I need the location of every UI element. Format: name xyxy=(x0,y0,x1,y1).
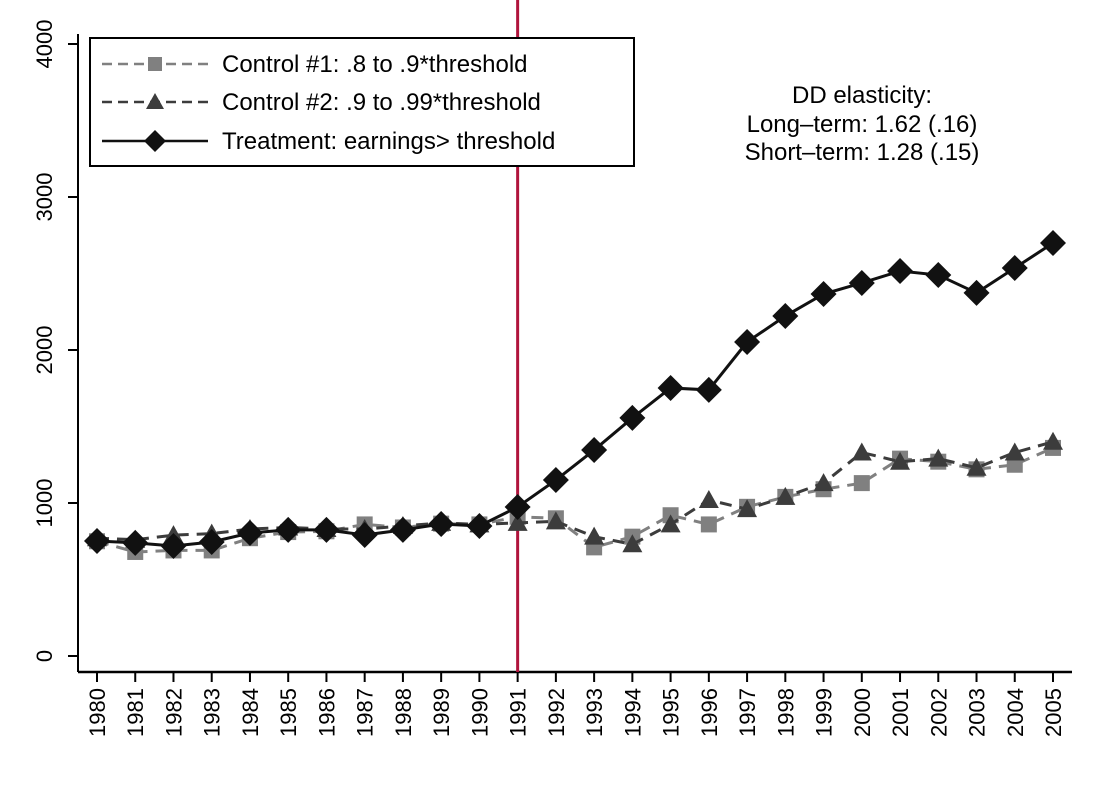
data-point-triangle xyxy=(1004,442,1025,461)
data-point-diamond xyxy=(1001,254,1028,281)
annotation-line-3: Short–term: 1.28 (.15) xyxy=(745,139,980,166)
data-point-diamond xyxy=(428,510,455,537)
data-point-triangle xyxy=(928,448,949,467)
x-tick-label: 2005 xyxy=(1041,688,1066,737)
x-tick-label: 1981 xyxy=(123,688,148,737)
data-point-square xyxy=(700,516,717,533)
x-tick-label: 2000 xyxy=(850,688,875,737)
data-point-triangle xyxy=(813,473,834,492)
x-tick-label: 1985 xyxy=(276,688,301,737)
legend-triangle-marker-icon xyxy=(146,93,164,109)
data-point-triangle xyxy=(775,486,796,505)
x-tick-label: 1983 xyxy=(200,688,225,737)
y-tick-label: 1000 xyxy=(32,479,57,528)
x-tick-label: 1986 xyxy=(314,688,339,737)
axes xyxy=(77,34,1072,674)
legend-label-control-2: Control #2: .9 to .99*threshold xyxy=(222,89,541,116)
data-point-diamond xyxy=(848,269,875,296)
data-point-diamond xyxy=(275,516,302,543)
data-point-diamond xyxy=(734,329,761,356)
x-tick-label: 1980 xyxy=(85,688,110,737)
x-ticks: 1980 1981 1982 1983 1984 1985 1986 1987 1988 1989… xyxy=(85,672,1066,737)
data-point-diamond xyxy=(925,262,952,289)
x-tick-label: 1990 xyxy=(467,688,492,737)
data-point-square xyxy=(853,475,870,492)
data-point-diamond xyxy=(887,258,914,285)
legend-diamond-marker-icon xyxy=(144,130,166,152)
legend: Control #1: .8 to .9*threshold Control #… xyxy=(89,37,635,167)
x-tick-label: 1997 xyxy=(735,688,760,737)
legend-box xyxy=(89,37,635,167)
y-tick-label: 4000 xyxy=(32,20,57,69)
data-point-diamond xyxy=(619,404,646,431)
data-point-diamond xyxy=(236,519,263,546)
x-tick-label: 1999 xyxy=(812,688,837,737)
x-tick-label: 1994 xyxy=(620,688,645,737)
series-3 xyxy=(84,230,1066,559)
data-point-square xyxy=(1006,456,1023,473)
legend-item-control-1: Control #1: .8 to .9*threshold xyxy=(102,51,528,78)
legend-item-control-2: Control #2: .9 to .99*threshold xyxy=(102,89,541,116)
data-point-diamond xyxy=(160,532,187,559)
data-point-diamond xyxy=(351,521,378,548)
data-point-diamond xyxy=(122,529,149,556)
x-tick-label: 1992 xyxy=(544,688,569,737)
data-point-triangle xyxy=(660,514,681,533)
data-point-triangle xyxy=(584,526,605,545)
data-point-triangle xyxy=(890,451,911,470)
data-point-diamond xyxy=(504,493,531,520)
data-point-triangle xyxy=(737,499,758,518)
x-tick-label: 1982 xyxy=(161,688,186,737)
data-point-triangle xyxy=(1043,431,1063,450)
x-tick-label: 1989 xyxy=(429,688,454,737)
x-tick-label: 1991 xyxy=(506,688,531,737)
x-tick-label: 2002 xyxy=(926,688,951,737)
y-tick-label: 2000 xyxy=(32,326,57,375)
data-point-triangle xyxy=(545,511,566,530)
legend-label-control-1: Control #1: .8 to .9*threshold xyxy=(222,51,528,78)
annotation-line-1: DD elasticity: xyxy=(792,82,932,109)
legend-label-treatment: Treatment: earnings> threshold xyxy=(222,128,555,155)
data-point-triangle xyxy=(622,534,643,553)
annotation-line-2: Long–term: 1.62 (.16) xyxy=(747,111,978,138)
series-group xyxy=(84,230,1066,560)
data-point-diamond xyxy=(389,516,416,543)
legend-square-marker-icon xyxy=(148,57,162,71)
x-tick-label: 2001 xyxy=(888,688,913,737)
data-point-diamond xyxy=(657,374,684,401)
x-tick-label: 1998 xyxy=(773,688,798,737)
x-tick-label: 1988 xyxy=(391,688,416,737)
data-point-diamond xyxy=(1040,230,1066,257)
x-tick-label: 1984 xyxy=(238,688,263,737)
data-point-triangle xyxy=(507,512,528,531)
series-line xyxy=(96,440,1054,546)
y-ticks: 0 1000 2000 3000 4000 xyxy=(32,20,78,662)
data-point-diamond xyxy=(198,529,225,556)
data-point-diamond xyxy=(313,516,340,543)
data-point-diamond xyxy=(695,376,722,403)
data-point-triangle xyxy=(851,442,872,461)
legend-item-treatment: Treatment: earnings> threshold xyxy=(102,128,555,155)
x-tick-label: 1995 xyxy=(659,688,684,737)
y-tick-label: 3000 xyxy=(32,173,57,222)
data-point-diamond xyxy=(466,512,493,539)
x-tick-label: 2004 xyxy=(1003,688,1028,737)
data-point-diamond xyxy=(542,467,569,494)
x-tick-label: 1993 xyxy=(582,688,607,737)
dd-elasticity-annotation: DD elasticity: Long–term: 1.62 (.16) Sho… xyxy=(745,82,980,166)
data-point-diamond xyxy=(84,527,110,554)
data-point-diamond xyxy=(963,279,990,306)
x-tick-label: 2003 xyxy=(965,688,990,737)
data-point-triangle xyxy=(966,457,987,476)
data-point-diamond xyxy=(581,437,608,464)
data-point-diamond xyxy=(810,281,837,308)
x-tick-label: 1996 xyxy=(697,688,722,737)
x-tick-label: 1987 xyxy=(353,688,378,737)
data-point-triangle xyxy=(698,489,719,508)
y-tick-label: 0 xyxy=(32,650,57,662)
data-point-diamond xyxy=(772,303,799,330)
